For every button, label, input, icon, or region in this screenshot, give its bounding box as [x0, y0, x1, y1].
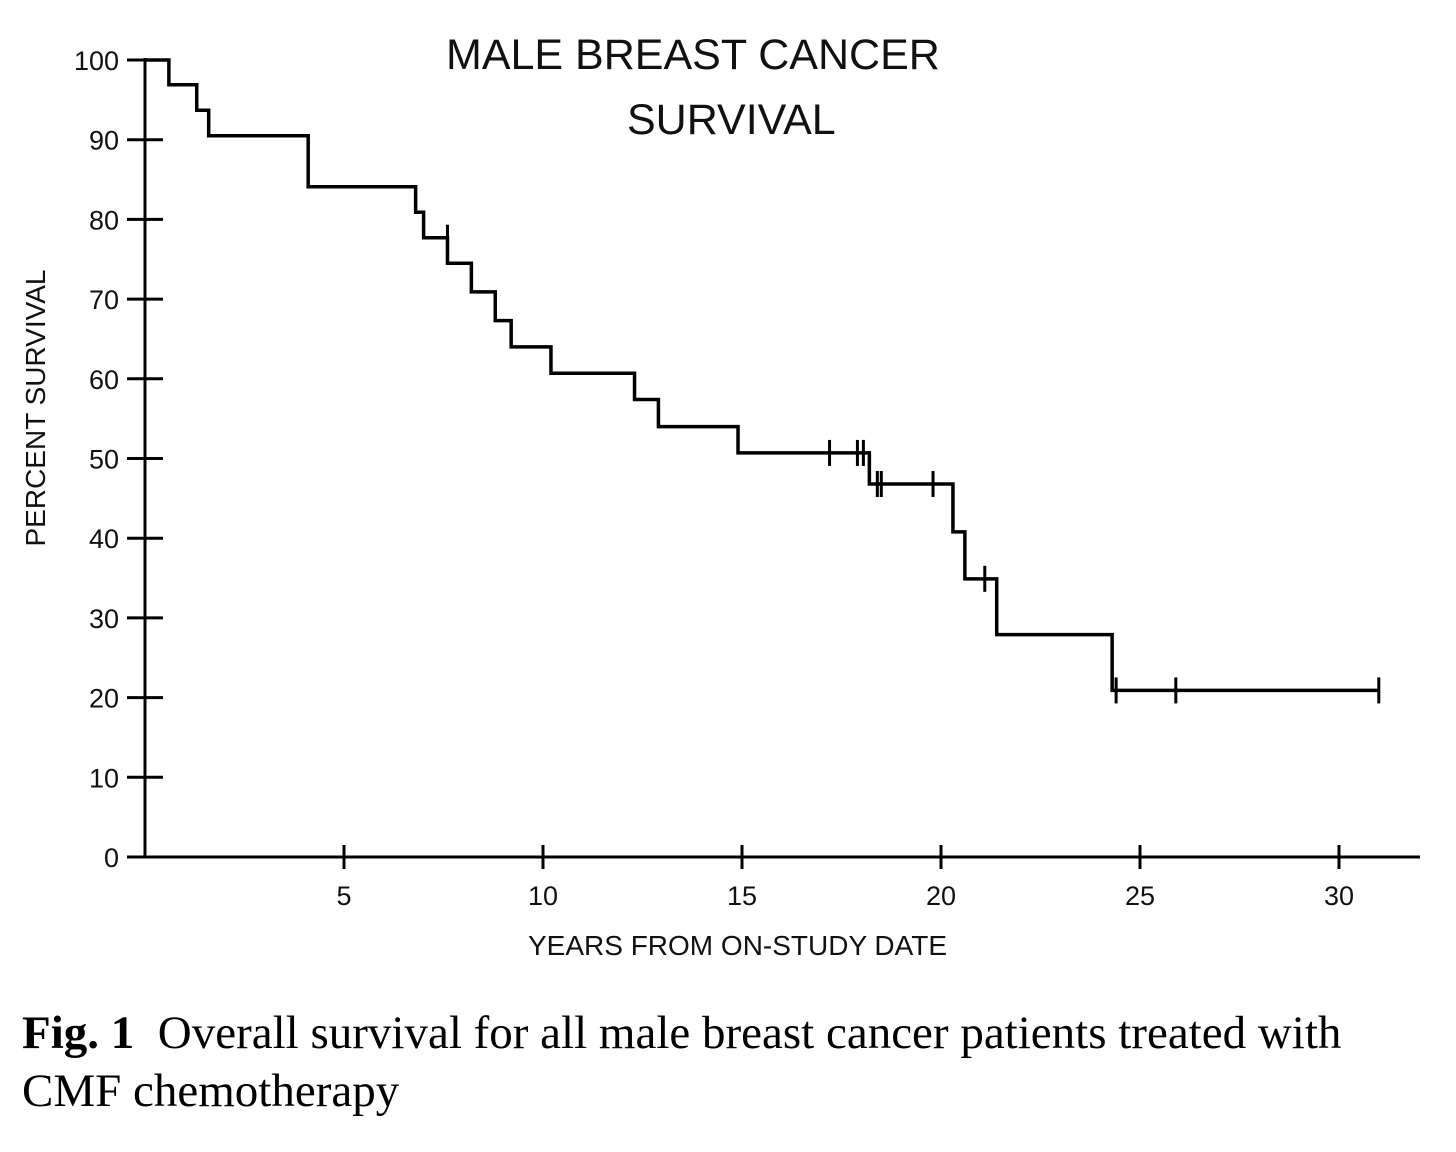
x-axis-label: YEARS FROM ON-STUDY DATE — [528, 930, 948, 961]
x-tick-label-5: 5 — [336, 881, 351, 911]
x-tick-label-30: 30 — [1324, 881, 1354, 911]
y-tick-label-70: 70 — [89, 285, 119, 315]
y-tick-label-10: 10 — [89, 763, 119, 793]
survival-series — [145, 58, 1381, 704]
survival-step-line — [145, 58, 1379, 693]
y-tick-label-100: 100 — [74, 46, 119, 76]
y-tick-label-50: 50 — [89, 445, 119, 475]
chart-title-line-1: MALE BREAST CANCER — [446, 31, 940, 79]
y-tick-label-20: 20 — [89, 684, 119, 714]
y-axis-label: PERCENT SURVIVAL — [20, 269, 51, 547]
figure-caption: Fig. 1 Overall survival for all male bre… — [22, 1004, 1442, 1120]
axes — [143, 58, 1420, 859]
x-tick-label-25: 25 — [1125, 881, 1155, 911]
x-tick-label-10: 10 — [528, 881, 558, 911]
y-tick-label-80: 80 — [89, 205, 119, 235]
y-tick-label-30: 30 — [89, 604, 119, 634]
y-tick-label-40: 40 — [89, 524, 119, 554]
x-tick-label-15: 15 — [727, 881, 757, 911]
x-tick-label-20: 20 — [926, 881, 956, 911]
survival-chart: 0 10 20 30 40 50 60 70 80 90 100 5 10 15 20 25 30 — [74, 46, 1420, 911]
figure-caption-text: Overall survival for all male breast can… — [22, 1007, 1342, 1117]
tick-marks: 0 10 20 30 40 50 60 70 80 90 100 5 10 15 20 25 30 — [74, 46, 1354, 911]
y-tick-label-0: 0 — [104, 843, 119, 873]
figure-label: Fig. 1 — [22, 1007, 135, 1059]
y-tick-label-90: 90 — [89, 126, 119, 156]
chart-title-line-2: SURVIVAL — [627, 96, 836, 144]
y-tick-label-60: 60 — [89, 365, 119, 395]
